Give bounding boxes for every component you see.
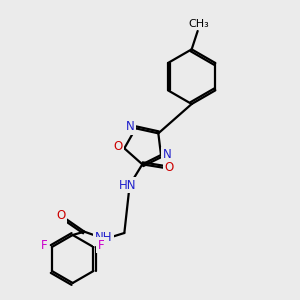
Text: HN: HN — [119, 178, 137, 191]
Text: O: O — [56, 209, 65, 222]
Text: N: N — [126, 120, 135, 133]
Text: O: O — [114, 140, 123, 153]
Text: CH₃: CH₃ — [188, 19, 209, 29]
Text: O: O — [164, 161, 174, 174]
Text: F: F — [98, 239, 104, 252]
Text: N: N — [163, 148, 171, 161]
Text: NH: NH — [94, 231, 112, 244]
Text: F: F — [41, 239, 48, 252]
